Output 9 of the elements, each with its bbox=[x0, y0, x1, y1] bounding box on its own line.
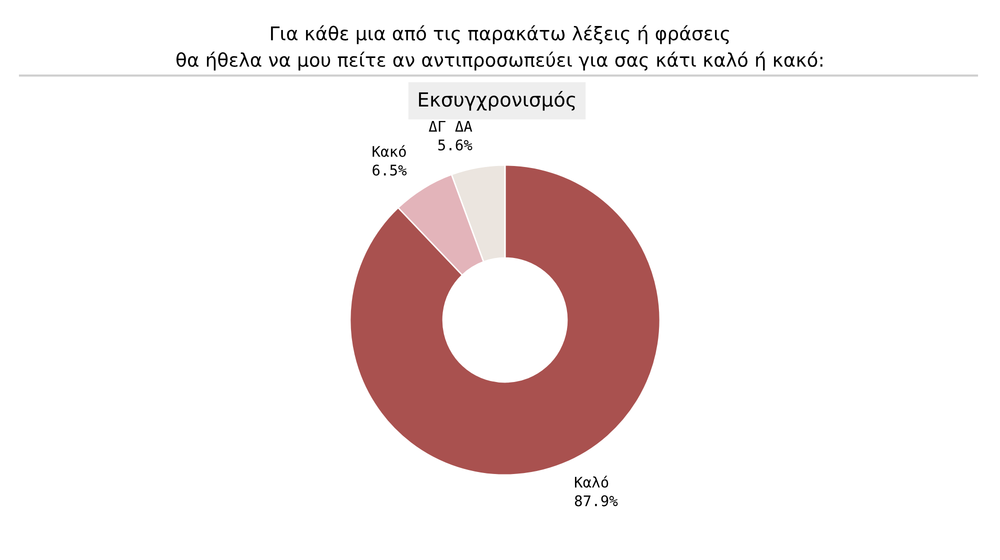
donut-slice bbox=[349, 164, 661, 476]
chart-subtitle: Εκσυγχρονισμός bbox=[419, 90, 575, 111]
data-label: 6.5% bbox=[372, 164, 407, 176]
chart-title: Για κάθε μια από τις παρακάτω λέξεις ή φράσεις θα ήθελα να μου πείτε αν αντιπροσωπεύει για σας κάτι καλό ή κακό: bbox=[176, 25, 822, 71]
slice-label: Καλό bbox=[574, 476, 608, 488]
data-label: 87.9% bbox=[574, 495, 618, 506]
slice-label: ΔΓ ΔΑ bbox=[428, 120, 472, 132]
data-label: 5.6% bbox=[438, 139, 472, 150]
slice-label: Κακό bbox=[372, 145, 406, 157]
